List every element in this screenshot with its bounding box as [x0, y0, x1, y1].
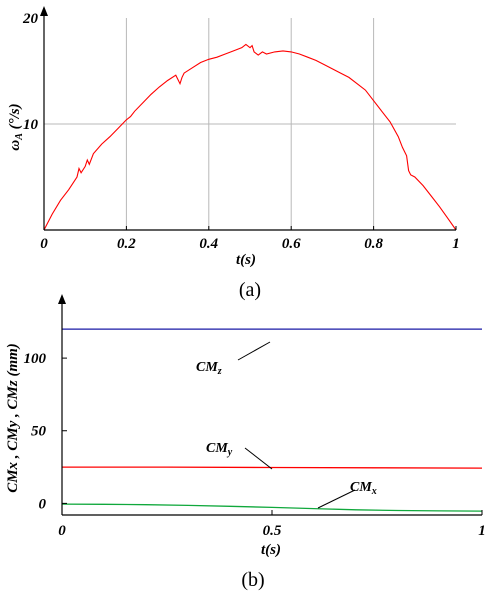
chart-a-caption: (a): [239, 279, 261, 301]
cmz-label: CMz: [196, 360, 222, 377]
chart-b-series: [61, 328, 483, 512]
chart-a-x-tick-label: 0.8: [364, 236, 383, 252]
chart-b-axes: [58, 294, 482, 516]
chart-b-x-tick-label: 0: [58, 523, 66, 539]
chart-b-y-tick-label: 0: [39, 496, 47, 512]
chart-b-y-axis-arrow: [58, 294, 66, 304]
chart-a-grid: [44, 18, 456, 230]
chart-b-caption: (b): [241, 569, 264, 591]
chart-a-x-ticks: 0 0.2 0.4 0.6 0.8 1: [40, 226, 460, 252]
chart-a-x-axis-label: t(s): [236, 252, 256, 268]
chart-b-x-ticks: 0 0.5 1: [58, 510, 486, 539]
chart-a-x-tick-label: 1: [452, 236, 460, 252]
chart-a-omega-line: [43, 43, 457, 231]
cmy-leader-line: [244, 447, 273, 470]
chart-b-y-tick-label: 50: [31, 424, 47, 440]
chart-a: 0 0.2 0.4 0.6 0.8 1 10 20 t(s) ωA (°/s) (a): [7, 6, 460, 301]
cmz-leader-line: [237, 341, 271, 361]
chart-a-y-axis-label: ωA (°/s): [7, 103, 25, 150]
chart-a-y-axis-arrow: [40, 6, 48, 16]
chart-b-cmy-line: [62, 466, 483, 469]
chart-a-x-tick-label: 0.4: [199, 236, 218, 252]
chart-b-y-tick-label: 100: [24, 351, 47, 367]
chart-a-x-tick-label: 0.6: [282, 236, 301, 252]
chart-a-y-tick-label: 20: [22, 11, 39, 27]
chart-b-x-tick-label: 1: [478, 523, 486, 539]
chart-b-x-tick-label: 0.5: [263, 523, 282, 539]
chart-b-y-axis-label: CMx , CMy , CMz (mm): [5, 343, 21, 493]
cmx-label: CMx: [350, 480, 377, 497]
chart-a-y-tick-label: 10: [23, 117, 39, 133]
cmy-label: CMy: [206, 441, 233, 458]
cmx-leader-line: [317, 489, 356, 509]
chart-b-x-axis-label: t(s): [261, 542, 281, 558]
chart-b-y-ticks: 0 50 100: [24, 351, 67, 512]
chart-b-cmx-line: [61, 503, 483, 512]
chart-a-axes: [40, 6, 456, 231]
chart-a-y-ticks: 10 20: [22, 11, 39, 133]
chart-a-x-tick-label: 0.2: [117, 236, 136, 252]
chart-a-x-tick-label: 0: [40, 236, 48, 252]
